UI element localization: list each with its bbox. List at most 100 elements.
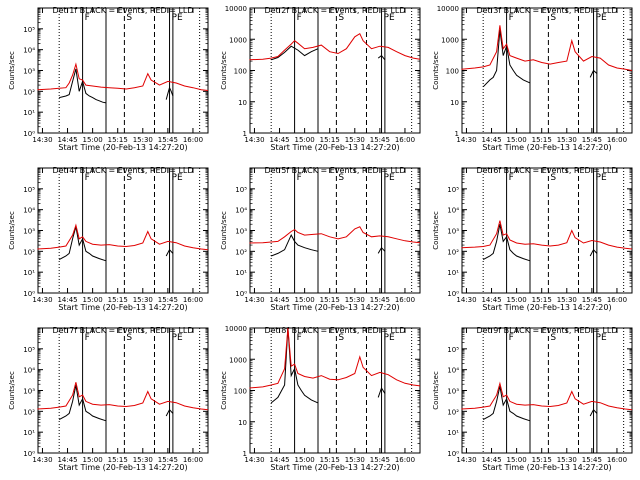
marker-label: S (338, 333, 344, 343)
panel-det-1: Det 1f BLACK = Events, RED = LLD 10⁰ 10¹ 10… (8, 6, 209, 152)
series-events (377, 386, 386, 398)
y-tick-label: 10⁵ (23, 186, 35, 194)
plot-frame (461, 7, 633, 134)
x-tick-label: 14:45 (481, 296, 501, 304)
x-axis-label: Start Time (20-Feb-13 14:27:20) (482, 303, 611, 312)
marker-label: PE (172, 173, 183, 183)
x-axis-label: Start Time (20-Feb-13 14:27:20) (482, 143, 611, 152)
x-axis-label: Start Time (20-Feb-13 14:27:20) (58, 303, 187, 312)
y-tick-label: 10⁵ (23, 26, 35, 34)
marker-label: F (509, 333, 514, 343)
panel-title: Det 2f BLACK = Events, RED = LLD (264, 6, 405, 15)
x-tick-label: 14:30 (32, 136, 52, 144)
plot-frame (461, 327, 633, 454)
series-lld (249, 226, 421, 244)
y-tick-label: 10² (235, 248, 247, 256)
marker-label: PE (596, 13, 607, 23)
series-lld (461, 25, 633, 71)
x-tick-label: 15:15 (532, 296, 552, 304)
x-tick-label: 15:00 (507, 296, 527, 304)
x-tick-label: 14:30 (456, 136, 476, 144)
x-tick-label: 15:45 (370, 296, 390, 304)
series-events (482, 29, 531, 88)
series-lld (37, 223, 209, 251)
y-tick-label: 1 (243, 130, 247, 138)
x-tick-label: 15:00 (295, 296, 315, 304)
x-axis-label: Start Time (20-Feb-13 14:27:20) (482, 463, 611, 472)
panel-det-9: Det 9f BLACK = Events, RED = LLD 10⁰ 10¹ 10… (432, 326, 633, 472)
y-axis-label: Counts/sec (220, 211, 228, 250)
y-axis-label: Counts/sec (220, 371, 228, 410)
y-tick-label: 10⁴ (23, 207, 35, 215)
y-axis-label: Counts/sec (8, 51, 16, 90)
x-tick-label: 15:45 (582, 456, 602, 464)
x-tick-label: 16:00 (183, 456, 203, 464)
x-tick-label: 15:15 (532, 456, 552, 464)
y-tick-label: 10⁰ (23, 450, 35, 458)
series-events (165, 86, 174, 100)
y-tick-label: 100 (234, 68, 247, 76)
panel-title: Det 1f BLACK = Events, RED = LLD (52, 6, 193, 15)
x-tick-label: 15:15 (532, 136, 552, 144)
x-tick-label: 15:45 (370, 456, 390, 464)
x-tick-label: 16:00 (395, 136, 415, 144)
series-events (271, 45, 319, 61)
x-axis-label: Start Time (20-Feb-13 14:27:20) (270, 143, 399, 152)
y-tick-label: 10² (23, 88, 35, 96)
y-tick-label: 10⁴ (235, 207, 247, 215)
x-tick-label: 15:30 (557, 136, 577, 144)
x-tick-label: 15:45 (370, 136, 390, 144)
series-events (377, 246, 386, 254)
panel-det-2: Det 2f BLACK = Events, RED = LLD 1 10 100 10… (220, 5, 421, 152)
panel-det-7: Det 7f BLACK = Events, RED = LLD 10⁰ 10¹ 10… (8, 326, 209, 472)
x-tick-label: 14:30 (456, 296, 476, 304)
x-tick-label: 15:15 (320, 296, 340, 304)
marker-label: F (297, 173, 302, 183)
series-events (270, 327, 319, 404)
marker-label: S (550, 173, 556, 183)
y-tick-label: 10⁰ (447, 290, 459, 298)
y-tick-label: 10⁵ (23, 346, 35, 354)
plot-frame (249, 7, 421, 134)
marker-label: F (509, 13, 514, 23)
y-tick-label: 1 (455, 130, 459, 138)
panel-title: Det 7f BLACK = Events, RED = LLD (52, 326, 193, 335)
marker-label: F (85, 13, 90, 23)
y-tick-label: 10² (23, 408, 35, 416)
y-tick-label: 10⁴ (23, 367, 35, 375)
marker-label: PE (384, 173, 395, 183)
marker-label: S (126, 173, 132, 183)
y-tick-label: 10⁵ (447, 346, 459, 354)
x-axis-label: Start Time (20-Feb-13 14:27:20) (270, 463, 399, 472)
series-events (589, 248, 598, 257)
panel-title: Det 6f BLACK = Events, RED = LLD (476, 166, 617, 175)
x-tick-label: 15:45 (158, 296, 178, 304)
x-tick-label: 14:30 (244, 296, 264, 304)
series-events (482, 224, 531, 262)
x-tick-label: 15:00 (295, 456, 315, 464)
x-tick-label: 14:30 (32, 456, 52, 464)
x-tick-label: 14:45 (57, 456, 77, 464)
marker-label: S (550, 333, 556, 343)
y-tick-label: 10³ (23, 68, 35, 76)
x-tick-label: 15:30 (133, 136, 153, 144)
x-tick-label: 14:45 (57, 296, 77, 304)
y-tick-label: 10¹ (23, 269, 35, 277)
y-axis-label: Counts/sec (432, 211, 440, 250)
panel-title: Det 3f BLACK = Events, RED = LLD (476, 6, 617, 15)
panel-title: Det 4f BLACK = Events, RED = LLD (52, 166, 193, 175)
y-tick-label: 100 (234, 388, 247, 396)
plot-frame (249, 327, 421, 454)
y-tick-label: 10³ (235, 228, 247, 236)
marker-label: S (126, 13, 132, 23)
x-tick-label: 15:30 (133, 296, 153, 304)
x-tick-label: 14:30 (456, 456, 476, 464)
x-tick-label: 15:30 (345, 136, 365, 144)
plot-frame (461, 167, 633, 294)
series-lld (249, 32, 421, 61)
x-tick-label: 15:15 (108, 136, 128, 144)
y-axis-label: Counts/sec (432, 371, 440, 410)
y-tick-label: 10¹ (447, 429, 459, 437)
y-tick-label: 1000 (229, 356, 247, 364)
